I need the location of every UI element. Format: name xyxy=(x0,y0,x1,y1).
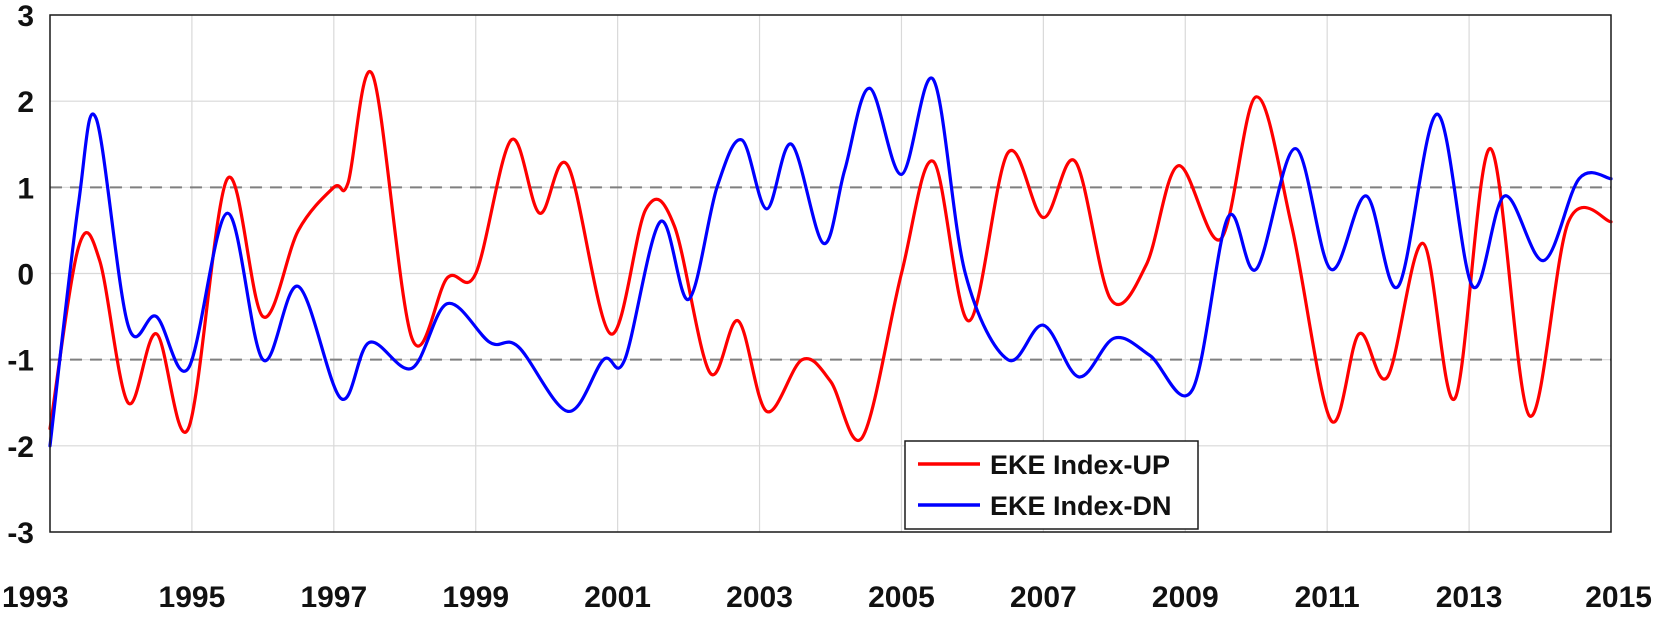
y-tick-label: 2 xyxy=(17,86,34,119)
legend: EKE Index-UP EKE Index-DN xyxy=(904,440,1199,530)
x-tick-label: 2003 xyxy=(726,581,793,614)
x-tick-label: 2011 xyxy=(1295,581,1360,614)
x-tick-label: 2009 xyxy=(1152,581,1219,614)
x-tick-label: 2007 xyxy=(1010,581,1077,614)
series-line-eke-index-up xyxy=(48,70,1613,442)
x-tick-label: 2001 xyxy=(584,581,651,614)
y-tick-label: -3 xyxy=(7,517,34,550)
x-tick-label: 2013 xyxy=(1436,581,1503,614)
x-tick-label: 1993 xyxy=(2,581,69,614)
plot-frame xyxy=(49,14,1612,533)
x-tick-label: 1999 xyxy=(442,581,509,614)
x-tick-label: 1995 xyxy=(159,581,226,614)
y-tick-label: 0 xyxy=(17,259,34,292)
series-line-eke-index-dn xyxy=(48,76,1613,448)
legend-label-up: EKE Index-UP xyxy=(990,450,1170,480)
series-layer xyxy=(48,70,1613,448)
legend-label-dn: EKE Index-DN xyxy=(990,491,1172,521)
x-axis-tick-labels: 1993 1995 1997 1999 2001 2003 2005 2007 2009 2011… xyxy=(2,581,1652,614)
x-tick-label: 1997 xyxy=(300,581,367,614)
legend-box xyxy=(904,440,1199,530)
x-tick-label: 2005 xyxy=(868,581,935,614)
y-axis-tick-labels: -3 -2 -1 0 1 2 3 xyxy=(7,0,34,550)
y-tick-label: -2 xyxy=(7,431,34,464)
y-tick-label: 3 xyxy=(17,0,34,33)
y-tick-label: 1 xyxy=(17,172,34,205)
y-tick-label: -1 xyxy=(7,345,34,378)
x-tick-label: 2015 xyxy=(1585,581,1652,614)
